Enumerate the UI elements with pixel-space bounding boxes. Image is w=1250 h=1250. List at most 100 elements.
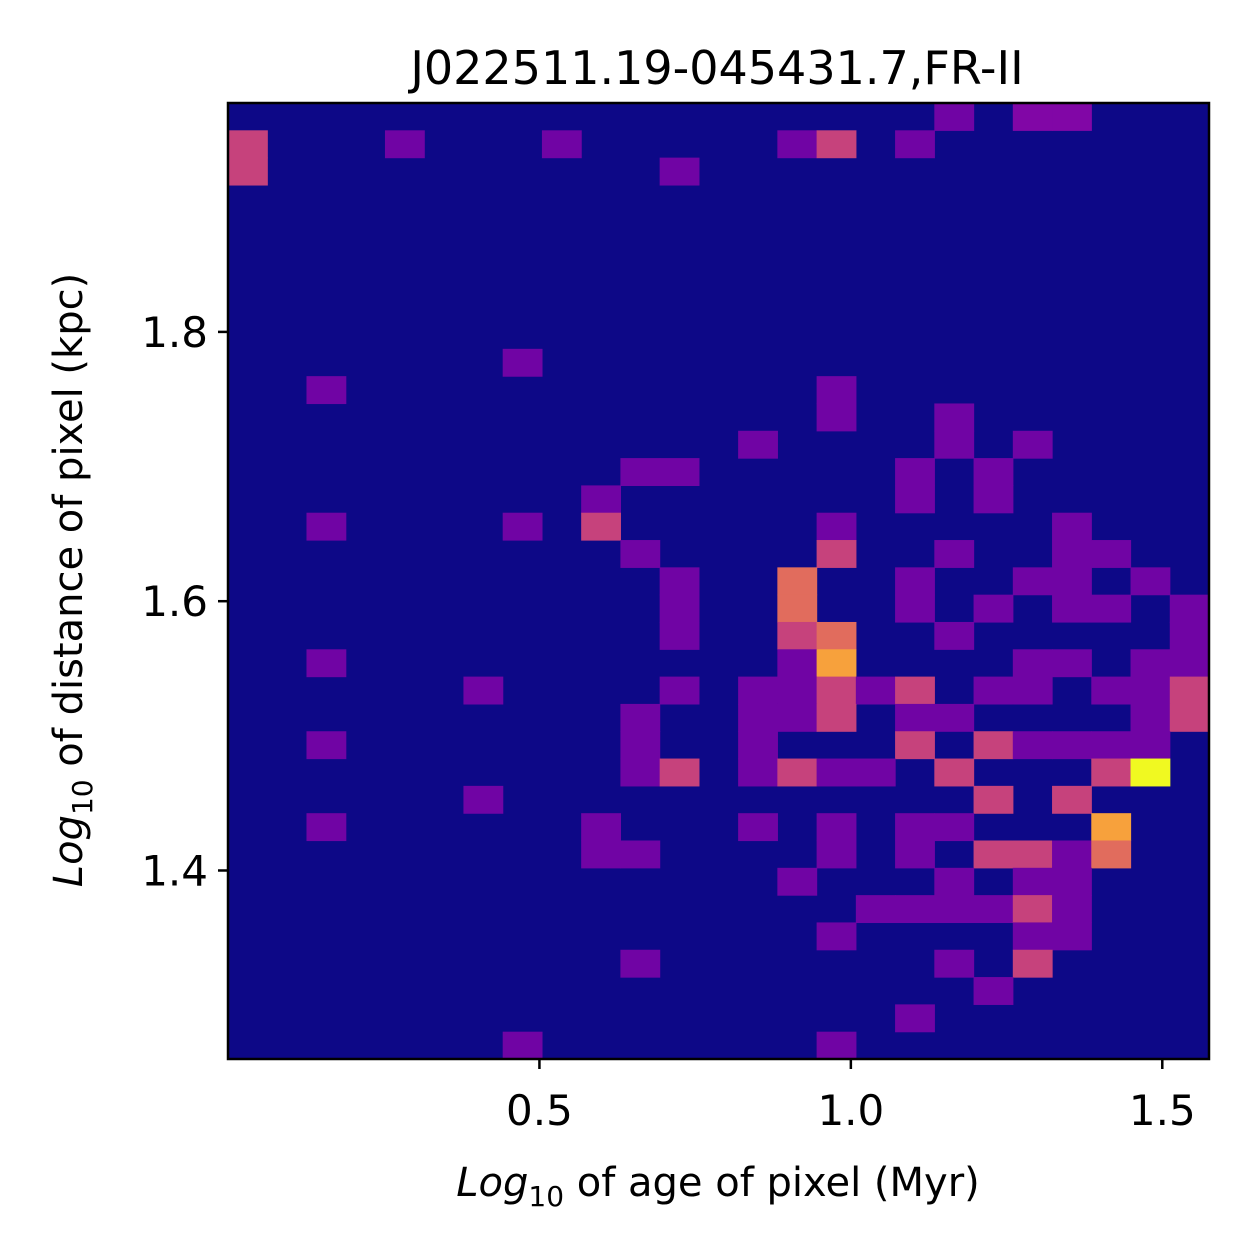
heatmap-cell [659,758,700,787]
heatmap-cell [1169,703,1210,732]
heatmap-cell [973,895,1014,924]
heatmap-cell [895,731,935,760]
heatmap-cell [1169,621,1210,650]
heatmap-cell [1091,813,1132,842]
heatmap-cell [816,703,857,732]
heatmap-cell [895,485,935,514]
heatmap-cell [1130,567,1171,596]
heatmap-cell [1091,540,1132,568]
heatmap-cell [738,430,778,459]
heatmap-cell [502,348,543,377]
heatmap-cell [1091,676,1132,705]
heatmap-cell [1130,703,1171,732]
heatmap-cell [816,676,857,705]
heatmap-cell [306,731,347,760]
heatmap-cell [581,840,621,869]
x-tick-label: 1.0 [817,1086,884,1135]
heatmap-cell [384,130,425,159]
heatmap-cell [934,403,975,432]
heatmap-cell [816,758,857,787]
heatmap-cell [1091,840,1132,869]
heatmap-cell [895,676,935,705]
heatmap-cell [1012,649,1053,678]
heatmap-cell [816,376,857,405]
heatmap-cell [895,840,935,869]
heatmap-cell [777,621,818,650]
heatmap-cell [1012,895,1053,924]
heatmap-cell [1052,103,1092,131]
heatmap-cell [973,458,1014,486]
heatmap-cell [1091,758,1132,787]
heatmap-cell [620,703,661,732]
heatmap-cell [620,758,661,787]
heatmap-cell [463,785,504,814]
heatmap-cell [895,813,935,842]
heatmap-cell [934,758,975,787]
heatmap-cell [895,1004,935,1033]
heatmap-cell [1052,785,1092,814]
heatmap-cell [777,703,818,732]
heatmap-cell [1012,430,1053,459]
heatmap-cell [581,813,621,842]
x-tick-label: 1.5 [1129,1086,1196,1135]
heatmap-cell [1169,594,1210,623]
heatmap-cell [777,567,818,596]
heatmap-cell [620,458,661,486]
heatmap-cell [973,840,1014,869]
heatmap-cell [620,949,661,978]
heatmap-cell [934,867,975,896]
heatmap-cell [1130,676,1171,705]
heatmap-cell [1052,922,1092,951]
heatmap-cell [973,594,1014,623]
heatmap-cell [777,758,818,787]
heatmap-cell [228,157,268,186]
heatmap-cell [1012,867,1053,896]
x-axis-ticks: 0.5 1.0 1.5 [506,1059,1196,1135]
heatmap-cell [816,813,857,842]
heatmap-cell [581,512,621,541]
heatmap-cell [1052,594,1092,623]
heatmap-cell [934,703,975,732]
heatmap-cell [934,430,975,459]
heatmap-cell [934,949,975,978]
heatmap-cell [1012,922,1053,951]
heatmap-cell [306,376,347,405]
heatmap-cell [1052,731,1092,760]
heatmap-cell [895,458,935,486]
heatmap-cell [1052,840,1092,869]
chart-title: J022511.19-045431.7,FR-II [407,41,1023,95]
heatmap-cell [738,731,778,760]
heatmap-cell [816,403,857,432]
heatmap-cell [1052,895,1092,924]
heatmap-cell [934,895,975,924]
heatmap-cell [659,621,700,650]
heatmap-cell [228,130,268,159]
heatmap-cell [659,458,700,486]
heatmap-cell [1130,649,1171,678]
y-tick-label: 1.4 [141,846,208,895]
heatmap-cell [855,758,896,787]
heatmap-cell [973,977,1014,1005]
heatmap-cell [895,130,935,159]
heatmap-cell [1091,594,1132,623]
y-tick-label: 1.6 [141,577,208,626]
y-tick-label: 1.8 [141,308,208,357]
heatmap-cell [816,512,857,541]
heatmap-cell [1012,567,1053,596]
heatmap-cell [1012,676,1053,705]
heatmap-cell [541,130,582,159]
heatmap-cell [1052,567,1092,596]
heatmap-cell [973,676,1014,705]
heatmap-cell [1052,512,1092,541]
heatmap-cell [1169,649,1210,678]
heatmap-cell [816,540,857,568]
heatmap-cell [934,813,975,842]
heatmap-cell [738,676,778,705]
heatmap-cell [502,1031,543,1060]
heatmap-cell [738,813,778,842]
heatmap-cell [816,130,857,159]
heatmap-cell [738,703,778,732]
heatmap-cell [816,649,857,678]
heatmap-cell [1052,540,1092,568]
heatmap-cell [777,867,818,896]
